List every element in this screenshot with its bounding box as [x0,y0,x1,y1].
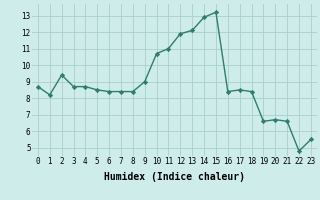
X-axis label: Humidex (Indice chaleur): Humidex (Indice chaleur) [104,172,245,182]
